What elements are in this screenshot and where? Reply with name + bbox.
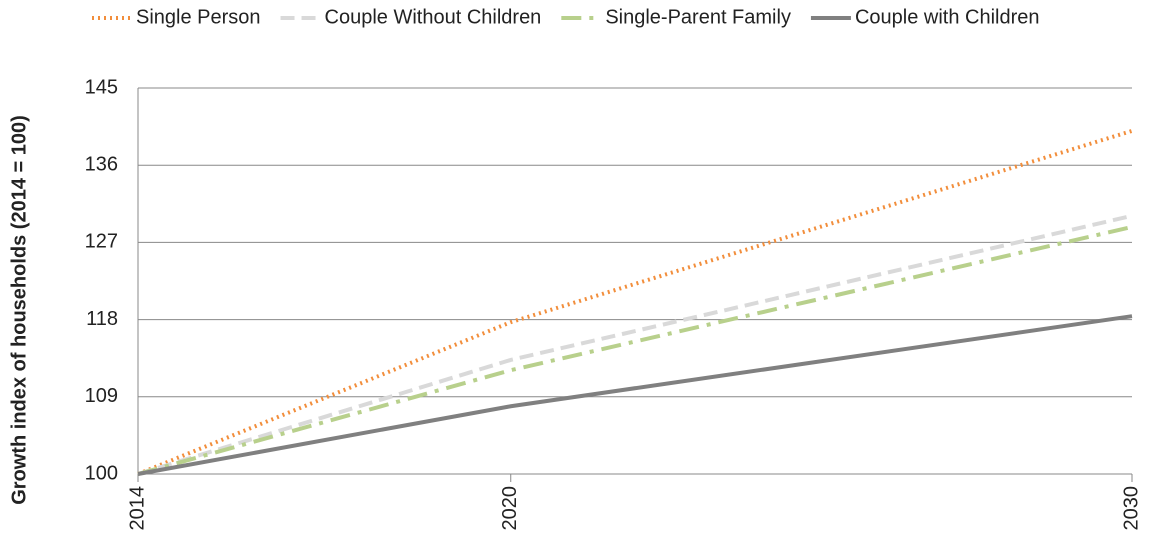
y-tick-label: 145 [85, 76, 118, 98]
x-tick-label: 2020 [499, 486, 521, 531]
series-line [137, 225, 1133, 476]
legend-label: Couple with Children [855, 6, 1040, 28]
x-tick-label: 2014 [126, 486, 148, 531]
legend-label: Couple Without Children [325, 6, 542, 28]
y-axis-label: Growth index of households (2014 = 100) [8, 115, 30, 505]
legend-label: Single-Parent Family [605, 6, 791, 28]
y-tick-label: 118 [86, 308, 118, 330]
y-tick-label: 136 [85, 153, 118, 175]
x-tick-label: 2030 [1120, 486, 1142, 531]
y-tick-label: 109 [85, 385, 118, 407]
y-tick-label: 127 [85, 231, 118, 253]
series-line [137, 128, 1133, 476]
legend-label: Single Person [136, 6, 261, 28]
series-line [137, 213, 1133, 476]
series-line [137, 314, 1133, 476]
y-tick-label: 100 [85, 462, 118, 484]
